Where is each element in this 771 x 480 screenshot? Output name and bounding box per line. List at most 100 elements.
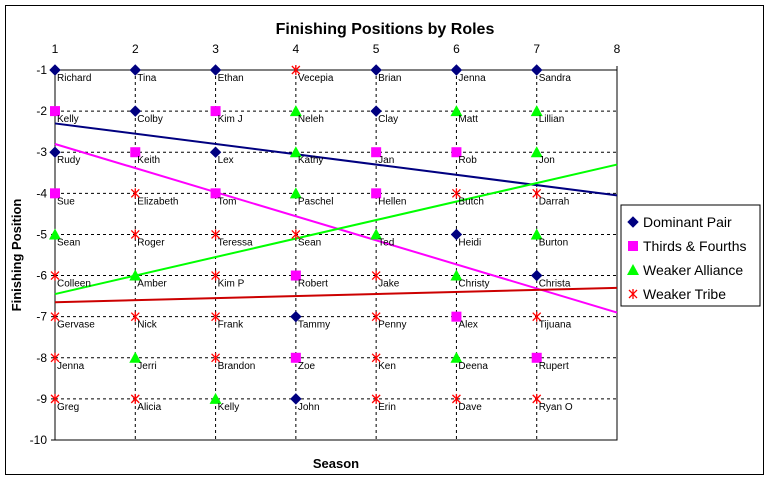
data-point-label: Teressa xyxy=(218,237,253,248)
data-point-label: Robert xyxy=(298,279,328,290)
data-point-label: Rupert xyxy=(539,361,569,372)
data-point-marker xyxy=(371,311,381,322)
data-point-marker xyxy=(290,310,302,323)
data-point-label: Greg xyxy=(57,402,79,413)
data-point-label: Kelly xyxy=(218,402,240,413)
data-point-label: Amber xyxy=(137,279,167,290)
data-point-label: Christa xyxy=(539,279,571,290)
data-point-label: Roger xyxy=(137,237,165,248)
x-tick-label: 7 xyxy=(533,42,540,56)
legend-entry-label: Thirds & Fourths xyxy=(643,238,746,254)
data-point-label: Paschel xyxy=(298,196,334,207)
legend-marker xyxy=(628,241,638,251)
x-tick-label: 3 xyxy=(212,42,219,56)
data-point-label: Jerri xyxy=(137,361,156,372)
data-point-label: Lex xyxy=(218,155,234,166)
legend-entry-label: Weaker Alliance xyxy=(643,262,743,278)
data-point-label: Gervase xyxy=(57,320,95,331)
trend-line xyxy=(54,143,618,314)
trend-line xyxy=(54,122,618,197)
data-point-label: Brian xyxy=(378,73,401,84)
data-point-marker xyxy=(49,146,61,158)
y-tick-label: -5 xyxy=(36,227,47,241)
trend-lines xyxy=(54,122,618,314)
data-point-label: Tina xyxy=(137,73,157,84)
data-point-label: Matt xyxy=(458,114,478,125)
data-point-label: Richard xyxy=(57,73,91,84)
data-point-label: Colleen xyxy=(57,279,91,290)
data-point-label: Kim P xyxy=(218,279,245,290)
data-point-label: Darrah xyxy=(539,196,570,207)
data-point-marker xyxy=(50,393,60,404)
data-point-label: Sean xyxy=(298,237,321,248)
data-point-label: Penny xyxy=(378,320,406,331)
data-point-label: Kim J xyxy=(218,114,243,125)
data-point-marker xyxy=(370,105,382,117)
data-point-marker xyxy=(370,64,382,76)
y-tick-label: -3 xyxy=(36,145,47,159)
legend: Dominant Pair Thirds & Fourths Weaker Alli… xyxy=(620,204,761,307)
data-point-label: Jenna xyxy=(458,73,486,84)
data-point-marker xyxy=(50,106,60,117)
data-point-label: Jenna xyxy=(57,361,85,372)
x-tick-label: 8 xyxy=(614,42,621,56)
data-point-marker xyxy=(50,352,60,363)
y-tick-label: -1 xyxy=(36,63,47,77)
data-point-label: Kathy xyxy=(298,155,324,166)
data-point-label: Sean xyxy=(57,237,80,248)
x-tick-label: 1 xyxy=(52,42,59,56)
data-point-marker xyxy=(450,351,463,363)
data-point-marker xyxy=(450,105,463,117)
grid-lines xyxy=(54,69,618,441)
data-point-marker xyxy=(129,351,142,363)
data-point-marker xyxy=(532,188,542,199)
data-point-marker xyxy=(371,188,382,199)
data-point-marker xyxy=(130,393,140,404)
legend-box xyxy=(620,204,761,307)
data-point-label: Zoe xyxy=(298,361,316,372)
data-point-label: Ryan O xyxy=(539,402,573,413)
data-point-label: Keith xyxy=(137,155,160,166)
data-point-marker xyxy=(530,228,543,240)
data-point-label: Brandon xyxy=(218,361,256,372)
data-point-marker xyxy=(211,270,221,281)
data-point-label: Tammy xyxy=(298,320,330,331)
data-point-label: Jon xyxy=(539,155,555,166)
data-point-label: Ethan xyxy=(218,73,244,84)
data-point-label: Christy xyxy=(458,279,489,290)
data-point-label: Alicia xyxy=(137,402,161,413)
trend-line xyxy=(54,286,618,304)
x-tick-label: 4 xyxy=(293,42,300,56)
data-point-marker xyxy=(451,188,461,199)
data-point-marker xyxy=(289,105,302,117)
data-point-marker xyxy=(291,65,301,75)
data-points: Richard Tina Ethan Brian Jenna Sandra Colby Cla… xyxy=(49,64,573,413)
data-point-label: Jan xyxy=(378,155,394,166)
data-point-label: Lillian xyxy=(539,114,565,125)
data-point-marker xyxy=(50,188,60,199)
data-point-marker xyxy=(209,64,222,76)
data-point-label: Neleh xyxy=(298,114,324,125)
data-point-label: Rudy xyxy=(57,155,80,166)
x-tick-label: 2 xyxy=(132,42,139,56)
x-tick-label: 5 xyxy=(373,42,380,56)
data-point-marker xyxy=(209,392,222,404)
data-point-label: Nick xyxy=(137,320,157,331)
data-point-label: Clay xyxy=(378,114,398,125)
data-point-label: Heidi xyxy=(458,237,481,248)
x-tick-label: 6 xyxy=(453,42,460,56)
data-point-marker xyxy=(211,311,221,322)
data-point-marker xyxy=(371,393,381,404)
data-point-marker xyxy=(130,188,140,199)
data-point-marker xyxy=(129,64,141,76)
data-point-marker xyxy=(532,311,542,322)
data-point-label: John xyxy=(298,402,320,413)
plot-area-border xyxy=(54,69,618,441)
data-point-marker xyxy=(211,229,221,240)
data-point-marker xyxy=(211,352,221,363)
data-point-label: Ken xyxy=(378,361,396,372)
data-point-marker xyxy=(531,269,543,282)
data-point-marker xyxy=(130,229,140,240)
data-point-label: Butch xyxy=(458,196,484,207)
